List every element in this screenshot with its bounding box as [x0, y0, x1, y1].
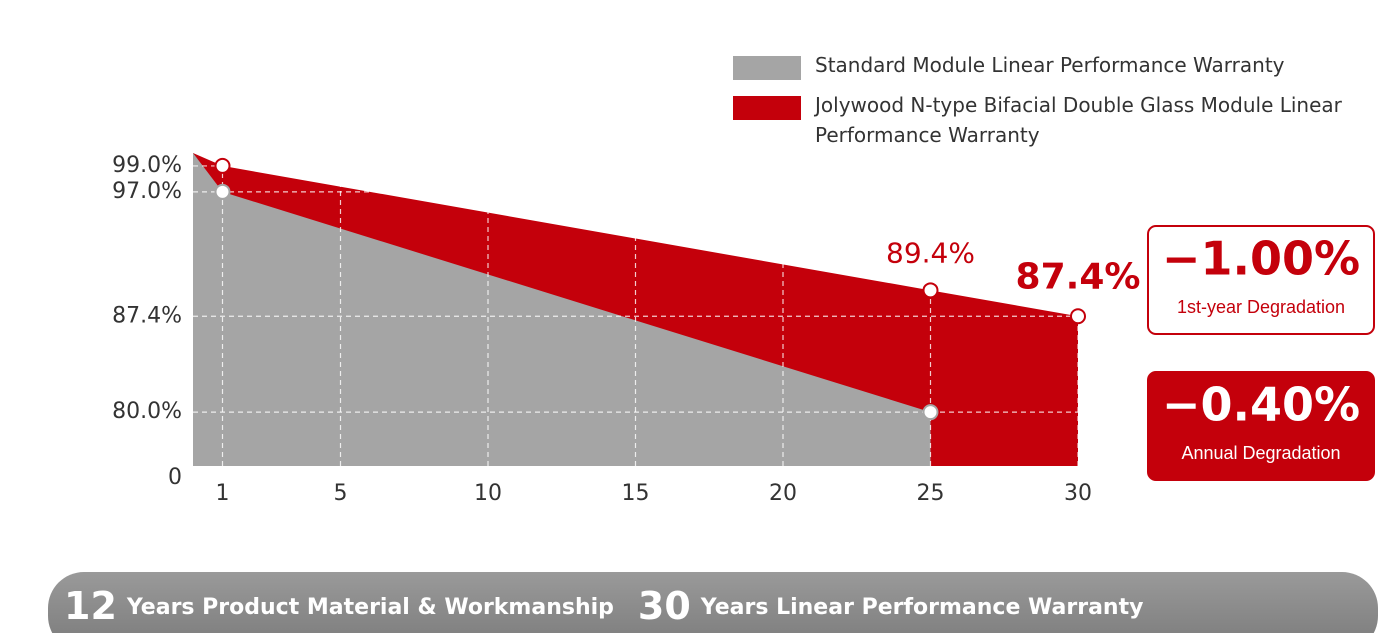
- callout-label: Annual Degradation: [1181, 443, 1340, 463]
- callout-label: 1st-year Degradation: [1177, 297, 1345, 317]
- x-tick-label: 10: [474, 481, 502, 506]
- banner-text2: Years Linear Performance Warranty: [700, 595, 1144, 620]
- legend-item: Jolywood N-type Bifacial Double Glass Mo…: [733, 90, 1383, 150]
- banner-years1: 12: [64, 584, 117, 628]
- y-tick-label: 97.0%: [112, 179, 182, 204]
- x-tick-label: 15: [622, 481, 650, 506]
- legend-swatch: [733, 96, 801, 120]
- callout-value: −1.00%: [1162, 232, 1360, 286]
- point: [214, 183, 231, 200]
- legend-swatch: [733, 56, 801, 80]
- banner-years2: 30: [638, 584, 691, 628]
- x-tick-label: 1: [216, 481, 230, 506]
- banner-text: 12 Years Product Material & Workmanship 30…: [64, 584, 1143, 628]
- x-tick-label: 25: [917, 481, 945, 506]
- point: [214, 157, 231, 174]
- area: [193, 152, 931, 466]
- legend-label: Standard Module Linear Performance Warra…: [815, 53, 1285, 77]
- legend-label: Jolywood N-type Bifacial Double Glass Mo…: [815, 93, 1342, 147]
- callout-value: −0.40%: [1162, 378, 1360, 432]
- y-tick-label: 0: [168, 465, 182, 490]
- callout-box: [1147, 225, 1375, 335]
- legend: Standard Module Linear Performance Warra…: [733, 50, 1383, 160]
- point: [1070, 308, 1086, 325]
- y-tick-label: 87.4%: [112, 303, 182, 328]
- x-tick-label: 5: [334, 481, 348, 506]
- legend-item: Standard Module Linear Performance Warra…: [733, 50, 1383, 80]
- y-tick-label: 99.0%: [112, 153, 182, 178]
- x-tick-label: 20: [769, 481, 797, 506]
- point: [922, 282, 939, 299]
- value-label: 87.4%: [1016, 256, 1141, 297]
- y-tick-label: 80.0%: [112, 399, 182, 424]
- value-label: 89.4%: [886, 236, 975, 269]
- banner-text1: Years Product Material & Workmanship: [126, 595, 614, 620]
- x-tick-label: 30: [1064, 481, 1092, 506]
- callout-box: [1147, 371, 1375, 481]
- point: [922, 404, 939, 421]
- banner: [48, 572, 1378, 633]
